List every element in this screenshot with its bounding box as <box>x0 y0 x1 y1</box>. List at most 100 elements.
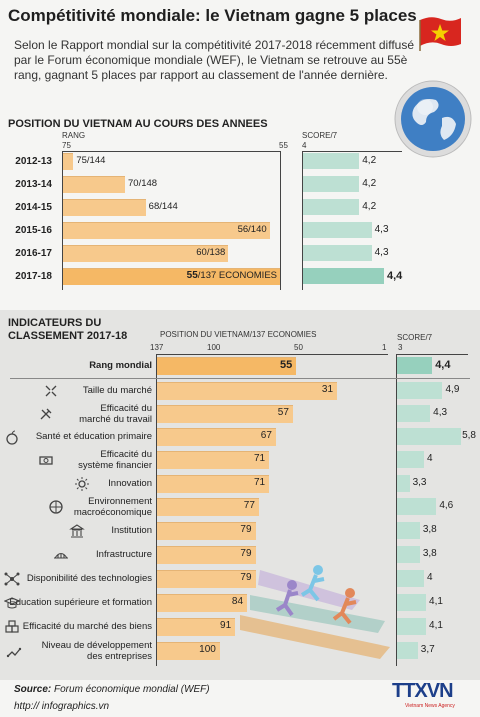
year-label: 2015-16 <box>2 225 52 236</box>
indicator-score-label: 4,1 <box>429 596 443 607</box>
position-tick-1: 1 <box>382 343 386 352</box>
indicator-value-label: 79 <box>240 548 251 559</box>
indicator-score-bar <box>397 475 410 492</box>
arrows-icon <box>43 383 59 399</box>
rank-bar <box>63 176 125 193</box>
score-axis-label: SCORE/7 <box>302 131 337 140</box>
indicator-label: Infrastructure <box>96 549 152 560</box>
indicator-score-bar <box>397 357 432 374</box>
indicator-score-bar <box>397 618 426 635</box>
indicator-score-axis-label: SCORE/7 <box>397 333 432 342</box>
score-value-label: 4,2 <box>362 155 376 166</box>
indicator-score-tick-3: 3 <box>398 343 402 352</box>
indicator-score-label: 4,9 <box>445 384 459 395</box>
score-bar <box>303 153 359 169</box>
money-icon <box>38 452 54 468</box>
apple-icon <box>4 429 20 445</box>
indicator-bar <box>157 475 269 493</box>
indicator-score-bar <box>397 382 442 399</box>
indicator-value-label: 31 <box>322 384 333 395</box>
network-icon <box>4 571 20 587</box>
indicator-score-label: 3,8 <box>423 524 437 535</box>
boxes-icon <box>4 619 20 635</box>
indicator-value-label: 84 <box>232 596 243 607</box>
indicator-label: Taille du marché <box>83 385 152 396</box>
indicator-score-bar <box>397 642 418 659</box>
source-line: Source: Forum économique mondial (WEF) <box>14 684 210 695</box>
page-title: Compétitivité mondiale: le Vietnam gagne… <box>8 6 417 26</box>
ttxvn-logo: TTXVN <box>392 680 453 703</box>
rank-tick-75: 75 <box>62 141 71 150</box>
indicator-score-label: 5,8 <box>462 430 476 441</box>
year-label: 2014-15 <box>2 202 52 213</box>
indicator-bar <box>157 451 269 469</box>
indicator-score-label: 3,7 <box>421 644 435 655</box>
indicator-label: Institution <box>111 525 152 536</box>
bulb-icon <box>74 476 90 492</box>
section1-title: POSITION DU VIETNAM AU COURS DES ANNEES <box>8 118 268 130</box>
tools-icon <box>38 406 54 422</box>
score-bar <box>303 268 384 284</box>
indicator-label: Innovation <box>108 478 152 489</box>
logo-subtitle: Vietnam News Agency <box>405 703 455 709</box>
rank-separator <box>10 378 470 379</box>
rank-tick-55: 55 <box>279 141 288 150</box>
rank-value-label: 56/140 <box>238 224 267 235</box>
indicator-score-label: 4 <box>427 572 433 583</box>
year-label: 2013-14 <box>2 179 52 190</box>
rank-value-label: 75/144 <box>76 155 105 166</box>
indicator-score-bar <box>397 570 424 587</box>
indicator-score-label: 3,3 <box>413 477 427 488</box>
rank-bar <box>63 199 146 216</box>
indicator-label: Education supérieure et formation <box>9 597 152 608</box>
year-label: 2017-18 <box>2 271 52 282</box>
score-value-label: 4,2 <box>362 178 376 189</box>
indicator-score-bar <box>397 498 436 515</box>
indicator-score-label: 4,3 <box>433 407 447 418</box>
score-value-label: 4,4 <box>387 270 402 282</box>
website-link[interactable]: http:// infographics.vn <box>14 701 109 712</box>
indicator-bar <box>157 405 293 423</box>
indicator-label: Rang mondial <box>89 360 152 371</box>
position-tick-137: 137 <box>150 343 163 352</box>
indicator-score-bar <box>397 428 461 445</box>
position-axis-label: POSITION DU VIETNAM/137 ECONOMIES <box>160 330 316 339</box>
section2-title: INDICATEURS DU CLASSEMENT 2017-18 <box>8 317 127 343</box>
rank-axis-line <box>62 151 281 152</box>
rank-axis-right <box>280 151 281 290</box>
indicator-value-label: 71 <box>254 477 265 488</box>
indicator-value-label: 100 <box>199 644 216 655</box>
score-value-label: 4,3 <box>375 224 389 235</box>
score-tick-4: 4 <box>302 141 306 150</box>
indicator-value-label: 55 <box>280 359 292 371</box>
indicator-value-label: 91 <box>220 620 231 631</box>
indicator-score-label: 3,8 <box>423 548 437 559</box>
indicator-score-label: 4,4 <box>435 359 450 371</box>
growth-icon <box>6 643 22 659</box>
indicator-label: Efficacité du marché des biens <box>23 621 152 632</box>
indicator-value-label: 79 <box>240 572 251 583</box>
globe-icon <box>392 78 474 160</box>
score-bar <box>303 222 372 238</box>
score-bar <box>303 176 359 192</box>
building-icon <box>69 523 85 539</box>
rank-value-label: 55/137 ECONOMIES <box>187 270 277 281</box>
intro-text: Selon le Rapport mondial sur la compétit… <box>14 38 414 83</box>
indicator-score-bar <box>397 546 420 563</box>
indicator-value-label: 67 <box>261 430 272 441</box>
rank-axis-label: RANG <box>62 131 85 140</box>
indicator-value-label: 77 <box>244 500 255 511</box>
score-bar <box>303 245 372 261</box>
indicator-bar <box>157 382 337 400</box>
rank-value-label: 68/144 <box>149 201 178 212</box>
position-axis-line <box>156 354 388 355</box>
indicator-score-bar <box>397 594 426 611</box>
score-axis-line <box>302 151 402 152</box>
year-label: 2012-13 <box>2 156 52 167</box>
indicator-value-label: 71 <box>254 453 265 464</box>
position-tick-50: 50 <box>294 343 303 352</box>
rank-value-label: 70/148 <box>128 178 157 189</box>
score-bar <box>303 199 359 215</box>
rank-value-label: 60/138 <box>196 247 225 258</box>
bridge-icon <box>53 547 69 563</box>
